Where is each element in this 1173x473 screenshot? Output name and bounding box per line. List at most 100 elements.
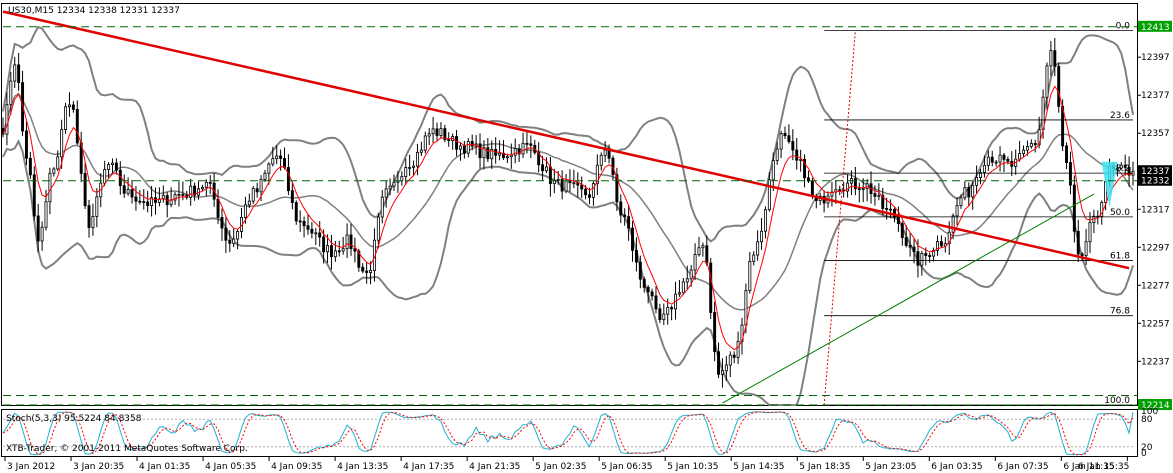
candle-body: [243, 204, 247, 218]
candle-body: [439, 128, 443, 136]
price-highlight-label: 12332: [1141, 177, 1170, 187]
time-tick-label: 4 Jan 13:35: [337, 462, 388, 472]
candle-body: [795, 149, 799, 161]
candle-body: [615, 174, 619, 203]
candle-body: [1088, 222, 1092, 243]
candle-body: [752, 254, 756, 262]
candle-body: [435, 128, 439, 136]
candle-body: [458, 145, 462, 150]
candle-body: [599, 154, 603, 166]
candle-body: [748, 260, 752, 291]
candle-body: [341, 248, 345, 252]
candle-body: [1119, 164, 1123, 169]
candle-body: [791, 141, 795, 151]
candle-body: [623, 214, 627, 218]
candle-body: [853, 178, 857, 190]
candle-body: [83, 173, 87, 207]
candle-body: [775, 148, 779, 161]
candle-body: [1022, 149, 1025, 154]
candle-body: [896, 216, 900, 224]
candle-body: [392, 181, 396, 187]
candle-body: [846, 182, 850, 192]
candle-body: [724, 364, 728, 372]
candle-body: [1018, 153, 1022, 160]
time-tick-label: 5 Jan 23:05: [865, 462, 916, 472]
candle-body: [658, 308, 662, 321]
uptrend-line: [722, 193, 1095, 404]
candle-body: [502, 152, 505, 159]
candle-body: [498, 152, 502, 156]
candle-body: [744, 290, 748, 326]
candle-body: [693, 254, 697, 271]
price-highlight-box: [1138, 174, 1172, 186]
price-tick-label: 12297: [1141, 243, 1170, 253]
candle-body: [885, 208, 889, 210]
candle-body: [607, 149, 611, 159]
candle-body: [111, 162, 114, 165]
stoch-tick-label: 80: [1141, 415, 1153, 425]
candle-body: [204, 181, 208, 188]
candle-body: [576, 182, 580, 186]
candle-body: [951, 215, 955, 233]
candle-body: [5, 104, 9, 135]
candle-body: [388, 185, 392, 190]
candle-body: [505, 156, 509, 159]
candle-body: [263, 172, 267, 180]
candle-body: [728, 354, 732, 366]
candle-body: [314, 232, 318, 235]
candle-body: [361, 266, 365, 272]
candle-body: [932, 249, 936, 257]
time-tick-label: 4 Jan 17:35: [403, 462, 454, 472]
candle-body: [701, 245, 705, 249]
time-tick-label: 4 Jan 01:35: [139, 462, 190, 472]
candle-body: [975, 177, 979, 186]
candle-body: [275, 155, 279, 160]
candle-body: [787, 135, 791, 142]
candle-body: [756, 241, 760, 256]
candle-body: [627, 216, 631, 229]
candle-body: [134, 196, 138, 202]
price-tick-label: 12237: [1141, 357, 1170, 367]
candle-body: [415, 151, 419, 167]
candle-body: [208, 181, 212, 184]
candle-body: [193, 185, 197, 196]
candle-body: [705, 245, 709, 264]
candle-body: [24, 130, 28, 159]
candle-body: [545, 166, 548, 172]
candle-body: [267, 163, 271, 174]
candle-body: [9, 80, 13, 106]
candle-body: [642, 278, 646, 288]
price-highlight-box: [1138, 399, 1172, 410]
candle-body: [400, 176, 404, 182]
time-tick-label: 6 Jan 03:35: [931, 462, 982, 472]
candle-body: [717, 351, 721, 375]
candle-body: [286, 167, 290, 192]
candle-body: [87, 205, 91, 228]
price-highlight-box: [1138, 165, 1172, 177]
candle-body: [67, 104, 71, 108]
candle-body: [986, 156, 990, 166]
time-tick-label: 5 Jan 06:35: [601, 462, 652, 472]
fib-dotted-connector: [823, 30, 856, 406]
candle-body: [689, 269, 693, 280]
candle-body: [427, 133, 431, 137]
candle-body: [513, 148, 517, 156]
candle-body: [936, 241, 939, 251]
bollinger-upper: [2, 25, 1134, 243]
candle-body: [447, 139, 451, 142]
candle-body: [17, 64, 21, 83]
candle-body: [71, 104, 75, 110]
candle-body: [697, 247, 701, 256]
time-tick-label: 6 Jan 15:35: [1078, 462, 1129, 472]
candle-body: [666, 307, 670, 315]
candle-body: [455, 136, 459, 150]
candle-body: [771, 160, 775, 181]
candle-body: [177, 193, 181, 196]
candle-body: [91, 216, 95, 228]
candle-body: [95, 196, 99, 217]
candle-body: [990, 156, 994, 163]
time-tick-label: 6 Jan 11:35: [1063, 462, 1114, 472]
